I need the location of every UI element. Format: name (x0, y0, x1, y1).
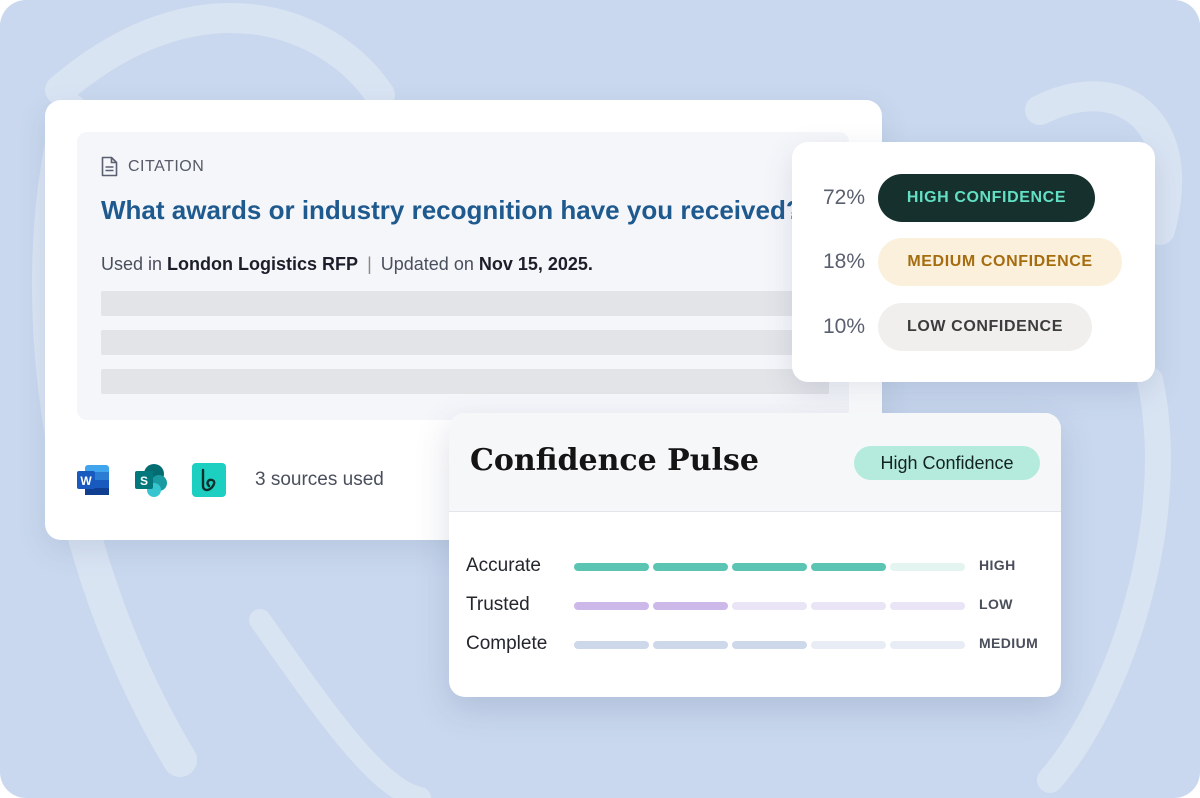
updated-prefix: Updated on (380, 254, 474, 274)
bar-segment-filled (653, 641, 728, 649)
bar-segment-empty (811, 641, 886, 649)
bar-segment-empty (732, 602, 807, 610)
low-confidence-percent: 10% (823, 315, 866, 338)
high-confidence-pill[interactable]: HIGH CONFIDENCE (878, 174, 1095, 222)
meta-separator: | (367, 254, 372, 274)
bar-segment-empty (811, 602, 886, 610)
metric-level: LOW (979, 596, 1013, 612)
metric-label: Trusted (466, 594, 530, 615)
sharepoint-icon[interactable]: S (133, 462, 169, 498)
high-confidence-percent: 72% (823, 186, 866, 209)
svg-text:S: S (140, 474, 148, 488)
citation-meta: Used in London Logistics RFP | Updated o… (101, 254, 593, 275)
confidence-row-high: 72% HIGH CONFIDENCE (823, 174, 1095, 222)
citation-header: CITATION (101, 156, 204, 177)
pulse-status-badge[interactable]: High Confidence (854, 446, 1040, 480)
used-in-prefix: Used in (101, 254, 163, 274)
answer-skeleton-line (101, 330, 829, 355)
metric-row-trusted: Trusted LOW (466, 594, 1046, 618)
sources-count: 3 sources used (255, 469, 384, 490)
citation-question[interactable]: What awards or industry recognition have… (101, 195, 802, 225)
word-icon[interactable]: W (75, 462, 111, 498)
bar-segment-empty (890, 563, 965, 571)
metric-bars (574, 602, 965, 610)
metric-label: Complete (466, 633, 548, 654)
confidence-row-low: 10% LOW CONFIDENCE (823, 303, 1092, 351)
bar-segment-filled (653, 563, 728, 571)
svg-text:W: W (80, 474, 92, 488)
pulse-title: Confidence Pulse (470, 443, 759, 478)
used-in-rfp: London Logistics RFP (167, 254, 359, 274)
bar-segment-filled (811, 563, 886, 571)
bar-segment-empty (890, 641, 965, 649)
metric-bars (574, 641, 965, 649)
confidence-distribution-card: 72% HIGH CONFIDENCE 18% MEDIUM CONFIDENC… (792, 142, 1155, 382)
bar-segment-filled (732, 641, 807, 649)
citation-panel: CITATION What awards or industry recogni… (77, 132, 849, 420)
bar-segment-filled (732, 563, 807, 571)
metric-bars (574, 563, 965, 571)
medium-confidence-pill[interactable]: MEDIUM CONFIDENCE (878, 238, 1122, 286)
bar-segment-filled (574, 602, 649, 610)
bar-segment-filled (653, 602, 728, 610)
pulse-header: Confidence Pulse High Confidence (449, 413, 1061, 512)
bar-segment-filled (574, 641, 649, 649)
confidence-pulse-card: Confidence Pulse High Confidence Accurat… (449, 413, 1061, 697)
document-icon (101, 156, 118, 177)
sources-row: W S 3 sources used (75, 462, 384, 498)
metric-label: Accurate (466, 555, 541, 576)
metric-row-accurate: Accurate HIGH (466, 555, 1046, 579)
medium-confidence-percent: 18% (823, 250, 866, 273)
low-confidence-pill[interactable]: LOW CONFIDENCE (878, 303, 1092, 351)
confidence-row-medium: 18% MEDIUM CONFIDENCE (823, 238, 1122, 286)
bar-segment-empty (890, 602, 965, 610)
metric-row-complete: Complete MEDIUM (466, 633, 1046, 657)
updated-date: Nov 15, 2025. (478, 254, 593, 274)
answer-skeleton-line (101, 291, 829, 316)
loopio-icon[interactable] (191, 462, 227, 498)
citation-label: CITATION (128, 157, 205, 175)
bar-segment-filled (574, 563, 649, 571)
citation-card: CITATION What awards or industry recogni… (45, 100, 882, 540)
answer-skeleton-line (101, 369, 829, 394)
metric-level: MEDIUM (979, 635, 1039, 651)
metric-level: HIGH (979, 557, 1016, 573)
